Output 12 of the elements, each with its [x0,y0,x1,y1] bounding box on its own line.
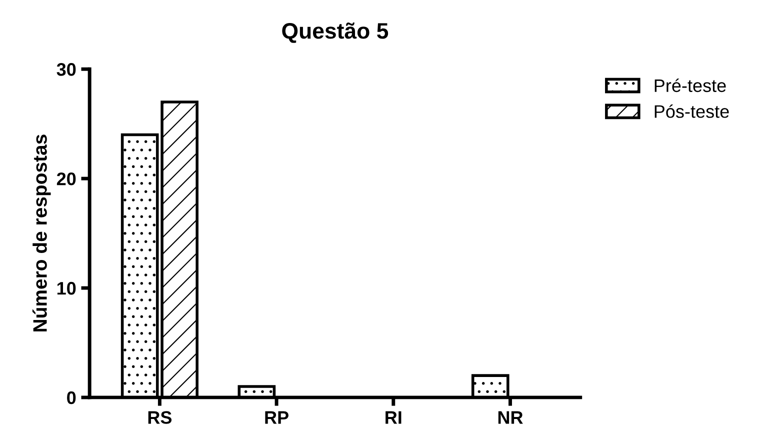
legend-label: Pós-teste [654,104,729,118]
x-tick-label: RP [265,411,288,424]
y-tick-label: 0 [67,391,76,404]
y-tick-label: 20 [56,172,76,186]
x-tick-label: RS [148,411,172,424]
y-tick-label: 10 [57,282,76,295]
y-axis-title: Número de respostas [32,134,51,332]
x-tick-label: RI [386,411,402,424]
y-tick-label: 30 [56,63,76,76]
legend-label: Pré-teste [654,78,726,92]
x-tick-label: NR [498,411,523,424]
chart-title: Questão 5 [282,22,388,43]
